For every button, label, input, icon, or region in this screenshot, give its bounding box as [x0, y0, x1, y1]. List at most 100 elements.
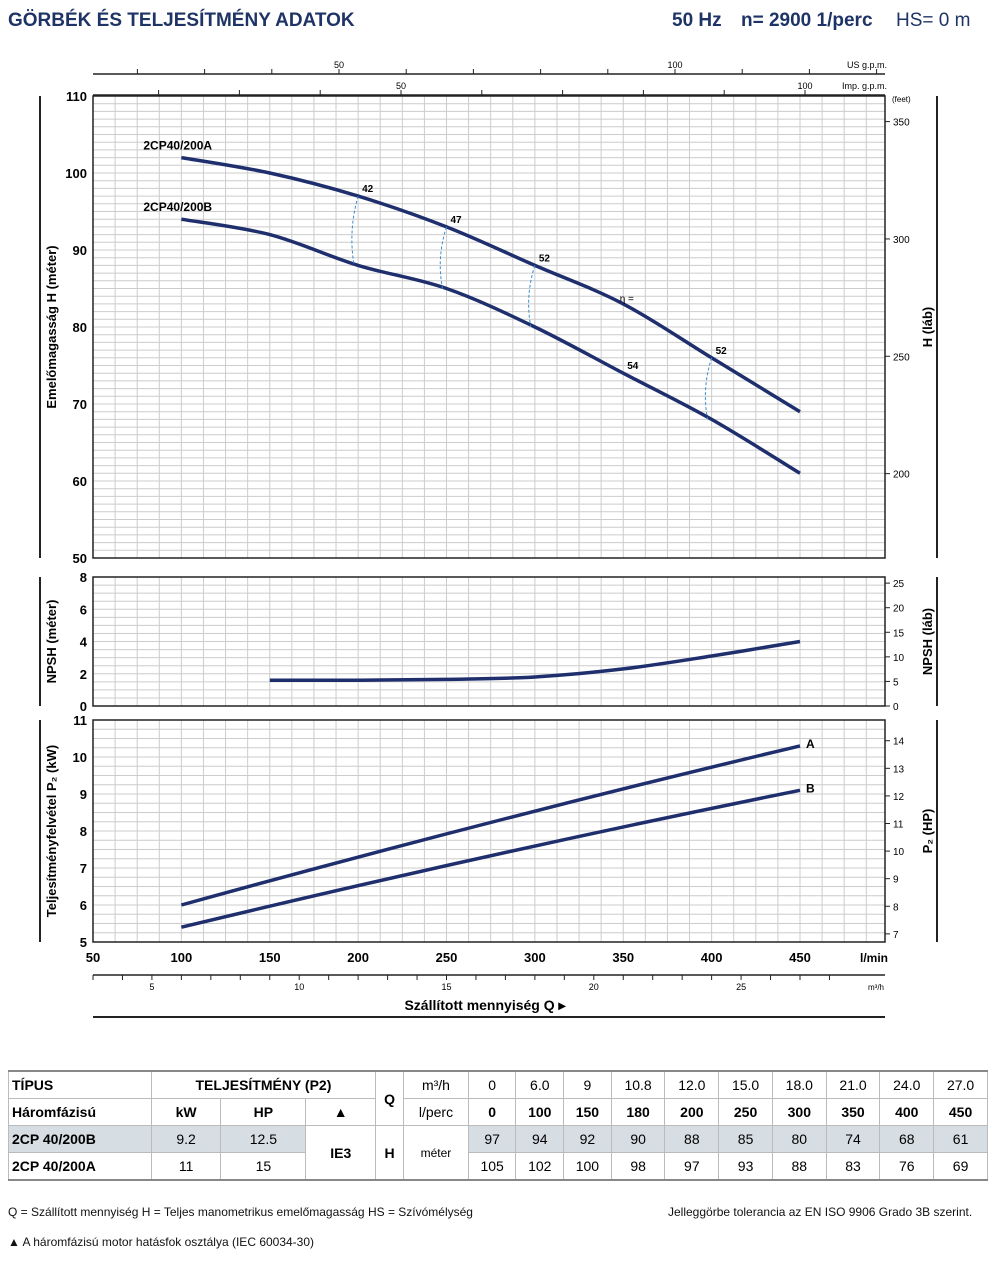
y-axis-label-right: H (láb) [920, 307, 935, 347]
th-threephase: Háromfázisú [8, 1098, 152, 1126]
head-value: 93 [718, 1152, 773, 1181]
series-curve-2cp40200a [181, 155, 801, 414]
efficiency-isoline [704, 357, 713, 420]
y-axis-label: NPSH (méter) [44, 600, 59, 684]
us-gpm-unit: US g.p.m. [847, 60, 887, 70]
x-axis-title: Szállított mennyiség Q ▸ [404, 997, 566, 1013]
th-q-value: 450 [933, 1098, 988, 1126]
th-q-value: 9 [563, 1070, 612, 1099]
x-tick-label: 350 [612, 950, 634, 965]
head-value: 61 [933, 1125, 988, 1153]
th-q-value: 150 [563, 1098, 612, 1126]
efficiency-label: 52 [716, 346, 728, 357]
right-tick-label: 12 [893, 792, 905, 803]
head-value: 97 [664, 1152, 720, 1181]
th-h: H [375, 1125, 405, 1181]
head-value: 102 [515, 1152, 565, 1181]
th-q-value: 0 [467, 1070, 517, 1099]
th-q-value: 27.0 [933, 1070, 988, 1099]
right-tick-label: 7 [893, 930, 899, 941]
head-value: 94 [515, 1125, 565, 1153]
imp-gpm-label: 100 [797, 81, 812, 91]
series-label: B [806, 781, 815, 795]
head-value: 88 [664, 1125, 720, 1153]
head-value: 69 [933, 1152, 988, 1181]
x-tick-label: 200 [347, 950, 369, 965]
y-tick-label: 8 [80, 570, 87, 585]
y-axis-label: Emelőmagasság H (méter) [44, 245, 59, 408]
imp-gpm-unit: Imp. g.p.m. [842, 81, 887, 91]
y-tick-label: 6 [80, 602, 87, 617]
head-value: 100 [563, 1152, 612, 1181]
right-tick-label: 20 [893, 604, 905, 615]
th-q-value: 350 [825, 1098, 881, 1126]
y-tick-label: 9 [80, 787, 87, 802]
row-type: 2CP 40/200B [8, 1125, 152, 1153]
m3h-unit-label: m³/h [868, 983, 884, 992]
plot-frame [92, 719, 886, 943]
m3h-tick-label: 5 [149, 982, 154, 992]
right-tick-label: 13 [893, 764, 905, 775]
x-tick-label: 450 [789, 950, 811, 965]
row-hp: 12.5 [220, 1125, 307, 1153]
head-value: 74 [825, 1125, 881, 1153]
th-lperc: l/perc [403, 1098, 469, 1126]
y-tick-label: 10 [73, 750, 87, 765]
head-value: 83 [825, 1152, 881, 1181]
th-q: Q [375, 1070, 405, 1126]
efficiency-isoline [439, 226, 447, 289]
right-tick-label: 10 [893, 653, 905, 664]
right-tick-label: 8 [893, 902, 899, 913]
m3h-tick-label: 10 [294, 982, 304, 992]
efficiency-label: 42 [362, 184, 374, 195]
efficiency-isoline [351, 195, 359, 266]
x-tick-label: 150 [259, 950, 281, 965]
y-tick-label: 11 [73, 713, 87, 728]
y-tick-label: 50 [73, 551, 87, 566]
head-value: 90 [610, 1125, 666, 1153]
head-value: 98 [610, 1152, 666, 1181]
y-axis-label-right: NPSH (láb) [920, 608, 935, 675]
right-tick-label: 300 [893, 235, 910, 246]
frequency: 50 Hz [672, 10, 722, 31]
right-tick-label: 0 [893, 702, 899, 713]
th-kw: kW [150, 1098, 222, 1126]
pump-chart: 5060708090100110200250300350Emelőmagassá… [39, 60, 938, 1018]
th-type: TÍPUS [8, 1070, 152, 1099]
efficiency-label: 54 [627, 361, 639, 372]
right-tick-label: 200 [893, 470, 910, 481]
plot-frame [92, 95, 886, 559]
head-value: 105 [467, 1152, 517, 1181]
efficiency-isoline [528, 265, 536, 328]
th-q-value: 200 [664, 1098, 720, 1126]
m3h-tick-label: 20 [589, 982, 599, 992]
right-tick-label: 250 [893, 352, 910, 363]
feet-unit: (feet) [892, 95, 911, 104]
m3h-tick-label: 25 [736, 982, 746, 992]
right-tick-label: 11 [893, 820, 904, 831]
efficiency-label: 52 [539, 253, 551, 264]
right-tick-label: 15 [893, 628, 905, 639]
us-gpm-label: 50 [334, 60, 344, 70]
us-gpm-label: 100 [667, 60, 682, 70]
imp-gpm-label: 50 [396, 81, 406, 91]
y-axis-label: Teljesítményfelvétel P₂ (kW) [44, 745, 59, 917]
th-meter: méter [403, 1125, 469, 1181]
y-tick-label: 0 [80, 699, 87, 714]
th-m3h: m³/h [403, 1070, 469, 1099]
th-q-value: 24.0 [879, 1070, 935, 1099]
th-q-value: 250 [718, 1098, 773, 1126]
right-tick-label: 25 [893, 579, 905, 590]
th-q-value: 300 [771, 1098, 827, 1126]
m3h-tick-label: 15 [441, 982, 451, 992]
suction-height: HS= 0 m [896, 10, 971, 31]
x-tick-label: 400 [701, 950, 723, 965]
th-q-value: 180 [610, 1098, 666, 1126]
y-tick-label: 4 [80, 635, 88, 650]
motor-note: ▲ A háromfázisú motor hatásfok osztálya … [8, 1235, 315, 1249]
row-type: 2CP 40/200A [8, 1152, 152, 1181]
th-q-value: 21.0 [825, 1070, 881, 1099]
head-value: 80 [771, 1125, 827, 1153]
th-q-value: 0 [467, 1098, 517, 1126]
